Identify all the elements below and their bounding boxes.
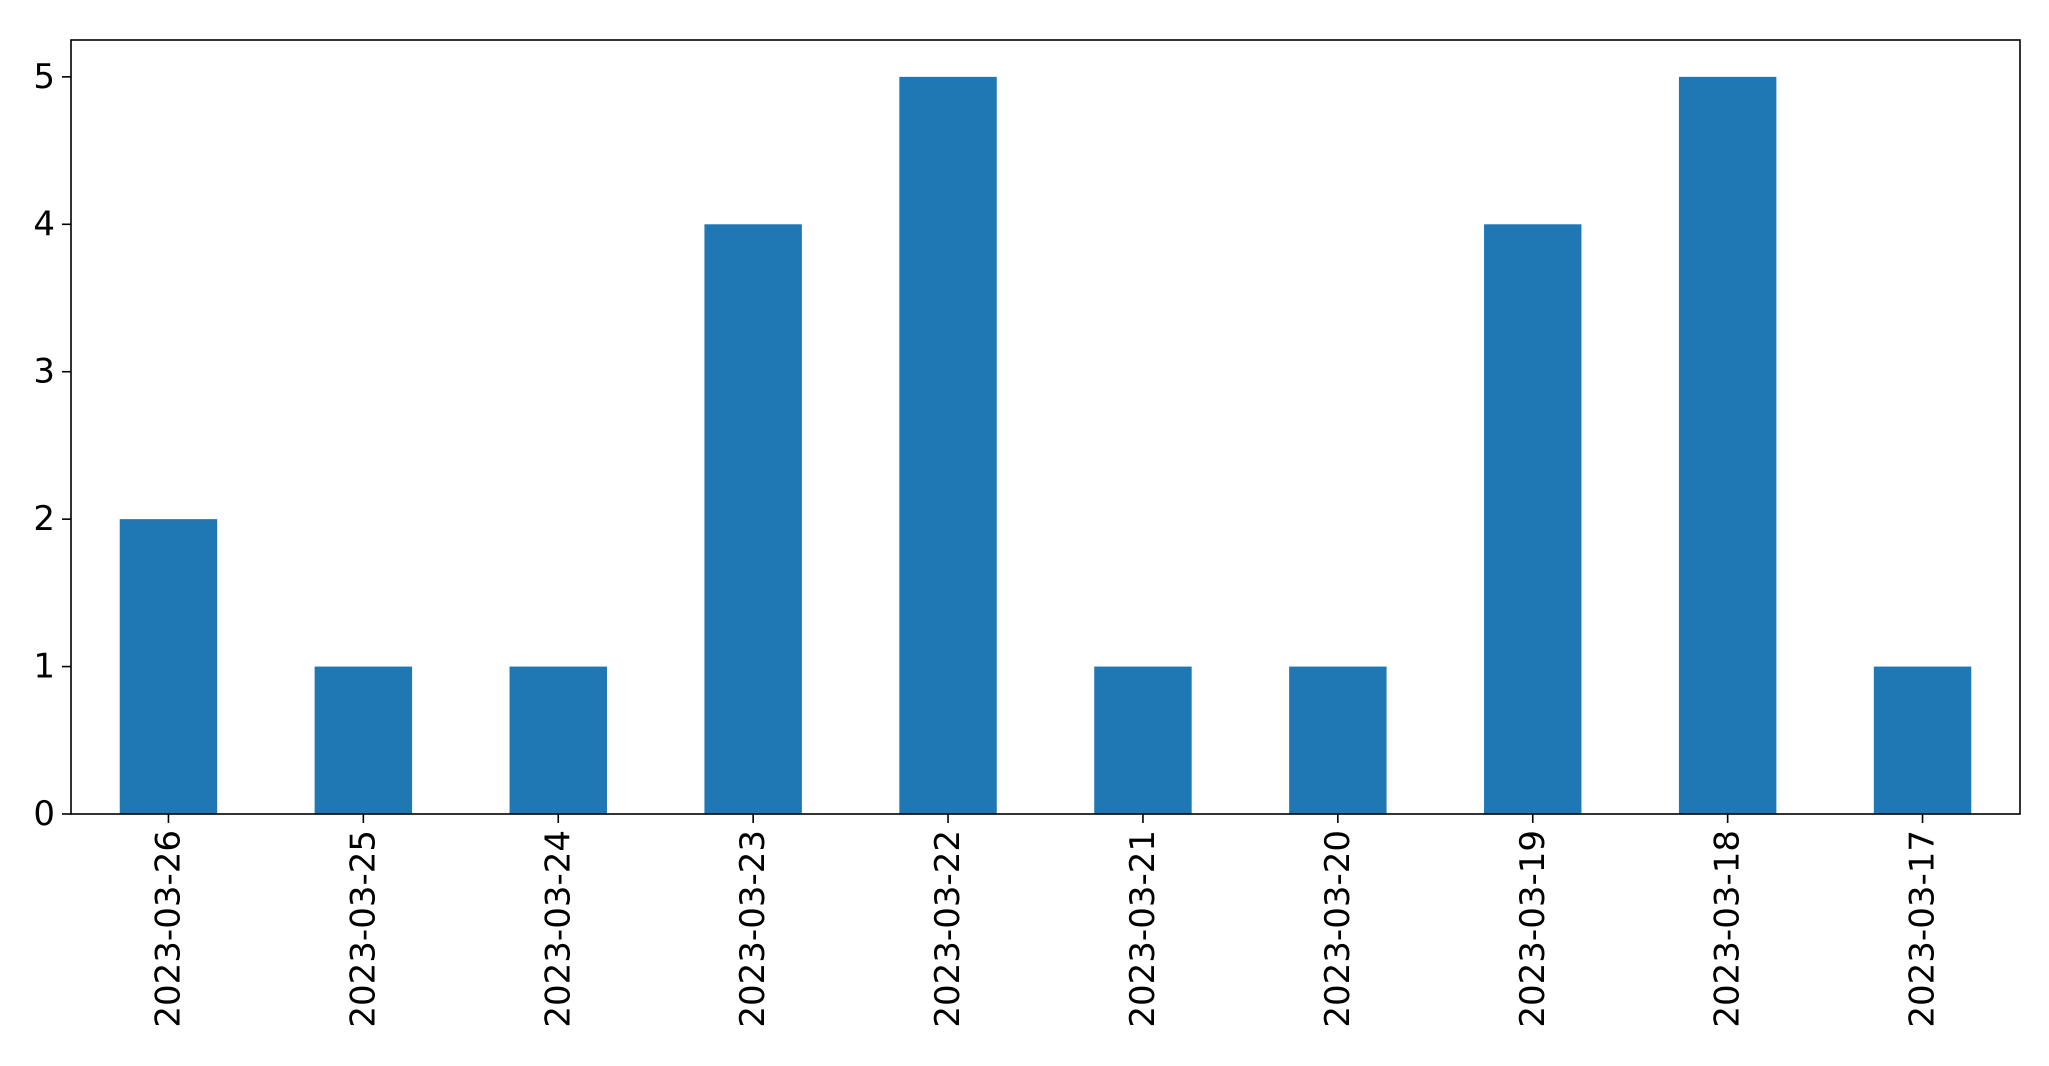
bar-2023-03-23 xyxy=(704,224,802,815)
x-tick-label: 2023-03-22 xyxy=(928,830,968,1028)
x-tick-label: 2023-03-24 xyxy=(538,830,578,1028)
x-tick-label: 2023-03-21 xyxy=(1123,830,1163,1028)
bars-layer xyxy=(119,76,1972,815)
bar-2023-03-24 xyxy=(509,666,607,814)
bar-2023-03-22 xyxy=(899,76,997,815)
bar-2023-03-25 xyxy=(314,666,413,814)
y-tick-label: 5 xyxy=(33,57,55,97)
x-tick-label: 2023-03-25 xyxy=(343,830,383,1028)
x-tick-label: 2023-03-26 xyxy=(148,830,188,1028)
y-tick-label: 4 xyxy=(33,204,55,244)
y-axis: 0 1 2 3 4 5 xyxy=(33,57,71,834)
bar-2023-03-19 xyxy=(1484,224,1582,815)
x-tick-label: 2023-03-20 xyxy=(1318,830,1358,1028)
y-tick-label: 2 xyxy=(33,499,55,539)
x-tick-label: 2023-03-23 xyxy=(733,830,773,1028)
x-axis: 2023-03-26 2023-03-25 2023-03-24 2023-03-23… xyxy=(148,814,1943,1028)
plot-frame xyxy=(70,39,2021,815)
x-tick-label: 2023-03-17 xyxy=(1903,830,1943,1028)
bar-2023-03-21 xyxy=(1094,666,1192,814)
bar-2023-03-20 xyxy=(1289,666,1387,814)
bar-2023-03-18 xyxy=(1678,76,1777,815)
y-tick-label: 1 xyxy=(33,647,55,687)
bar-2023-03-26 xyxy=(119,519,218,814)
x-tick-label: 2023-03-18 xyxy=(1708,830,1748,1028)
y-tick-label: 3 xyxy=(33,352,55,392)
bar-2023-03-17 xyxy=(1873,666,1972,814)
x-tick-label: 2023-03-19 xyxy=(1513,830,1553,1028)
y-tick-label: 0 xyxy=(33,794,55,834)
